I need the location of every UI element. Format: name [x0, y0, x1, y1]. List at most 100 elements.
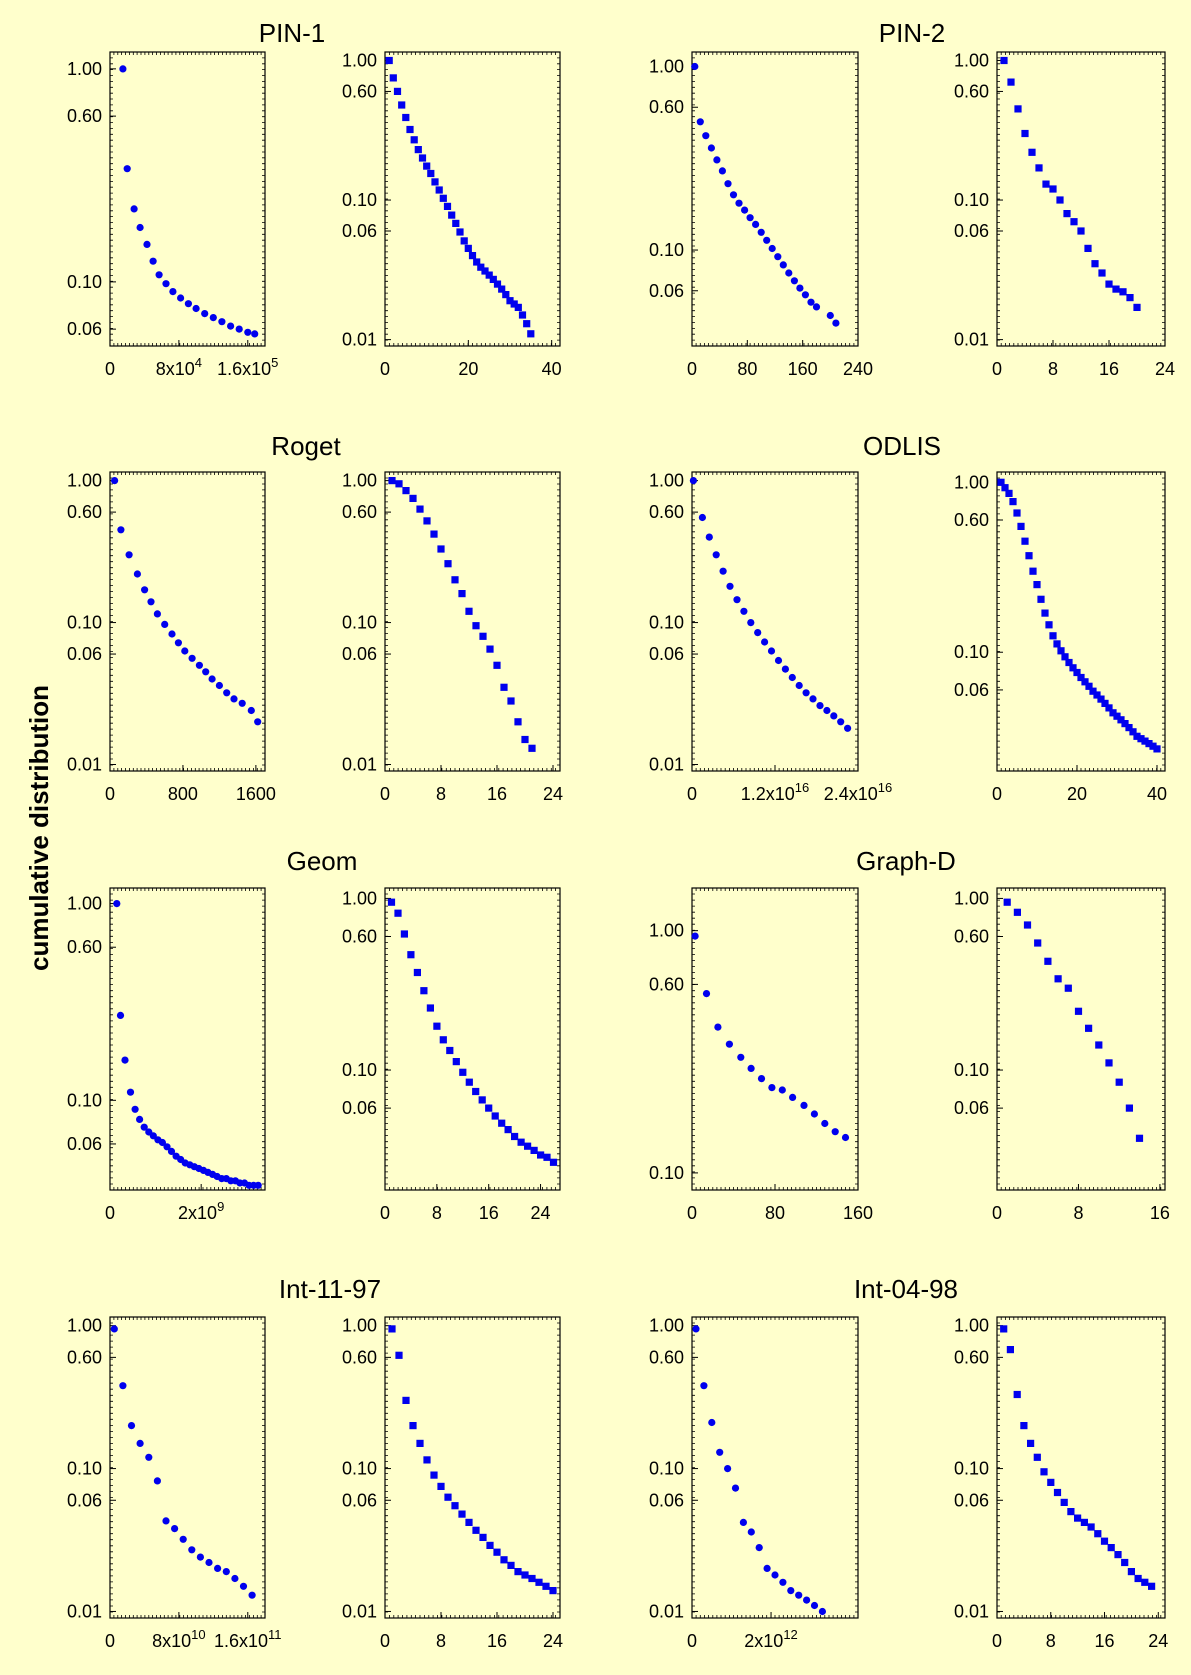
data-point	[747, 1528, 755, 1536]
data-point	[779, 261, 787, 269]
data-point	[726, 582, 734, 590]
data-point	[1045, 621, 1053, 629]
data-point	[222, 1568, 230, 1576]
data-point	[1141, 1578, 1149, 1586]
data-point	[1013, 1390, 1021, 1399]
x-tick-label: 16	[479, 1203, 499, 1223]
x-tick-label: 16	[487, 1631, 507, 1651]
data-point	[1105, 1059, 1113, 1067]
y-tick-label: 0.60	[342, 926, 377, 946]
data-point	[818, 1607, 827, 1616]
y-tick-label: 1.00	[67, 59, 102, 79]
x-tick-label: 16	[1099, 359, 1119, 379]
data-point	[465, 1518, 473, 1526]
x-tick-label: 16	[1095, 1631, 1115, 1651]
data-point	[795, 1591, 803, 1599]
y-tick-label: 0.06	[649, 281, 684, 301]
data-point	[119, 1382, 127, 1390]
x-tick-label: 16	[1150, 1203, 1170, 1223]
x-tick-label-base: 0	[380, 359, 390, 379]
data-point	[802, 689, 810, 697]
y-tick-label: 0.10	[954, 1459, 989, 1479]
data-point	[254, 718, 262, 726]
data-point	[761, 638, 769, 646]
data-point	[423, 517, 431, 525]
data-point	[787, 1587, 795, 1595]
data-point	[1073, 668, 1081, 677]
data-point	[1053, 1488, 1062, 1497]
data-point	[1137, 735, 1145, 743]
data-point	[1125, 1104, 1133, 1112]
data-point	[718, 167, 727, 175]
y-tick-label: 0.60	[649, 974, 684, 994]
y-tick-label: 0.06	[954, 221, 989, 241]
x-tick-label-base: 0	[687, 1203, 697, 1223]
data-point	[465, 607, 473, 615]
data-point	[393, 87, 402, 95]
data-point	[423, 1456, 431, 1464]
data-point	[1006, 1346, 1014, 1354]
x-tick-label: 160	[788, 359, 818, 379]
x-tick-label-exponent: 4	[195, 355, 202, 370]
data-point	[1094, 1530, 1102, 1538]
data-point	[1134, 1574, 1142, 1583]
data-point	[768, 1084, 776, 1092]
data-point	[1021, 129, 1029, 138]
data-point	[201, 310, 209, 318]
data-point	[456, 228, 464, 236]
data-point	[1085, 1024, 1093, 1032]
x-tick-label-base: 160	[788, 359, 818, 379]
data-series	[1003, 898, 1144, 1142]
data-point	[1070, 218, 1078, 226]
data-point	[747, 619, 755, 627]
data-point	[423, 162, 431, 170]
data-point	[174, 639, 182, 647]
data-point	[514, 1568, 522, 1576]
x-tick-label-base: 24	[1155, 359, 1175, 379]
x-tick-label-base: 0	[380, 1631, 390, 1651]
data-point	[757, 228, 765, 236]
y-tick-label: 1.00	[67, 471, 102, 491]
data-point	[485, 1104, 493, 1112]
data-point	[1112, 285, 1120, 293]
data-point	[163, 1143, 171, 1151]
y-tick-label: 0.60	[67, 937, 102, 957]
minor-tick-path	[996, 887, 1166, 1191]
y-tick-label: 0.01	[649, 755, 684, 775]
data-point	[1119, 288, 1127, 296]
data-point	[1041, 609, 1049, 617]
y-tick-label: 0.06	[342, 221, 377, 241]
data-point	[506, 297, 514, 305]
data-point	[549, 1587, 557, 1595]
data-point	[479, 632, 487, 640]
data-series	[1000, 56, 1141, 311]
y-tick-label: 0.10	[67, 1459, 102, 1479]
data-point	[757, 1075, 766, 1083]
x-tick-label: 1.2x1016	[741, 780, 810, 804]
y-tick-label: 0.10	[67, 1090, 102, 1110]
data-point	[1069, 664, 1077, 672]
data-point	[113, 900, 121, 908]
y-tick-label: 0.60	[67, 106, 102, 126]
data-point	[1105, 704, 1113, 712]
data-point	[810, 1110, 819, 1118]
data-point	[430, 530, 438, 538]
data-point	[712, 551, 720, 559]
data-point	[502, 291, 510, 299]
x-tick-label-base: 2x10	[178, 1203, 217, 1223]
y-tick-label: 1.00	[649, 57, 684, 77]
data-point	[486, 1541, 494, 1549]
x-tick-label-base: 0	[687, 359, 697, 379]
y-tick-label: 1.00	[649, 471, 684, 491]
minor-tick-path	[384, 887, 561, 1191]
data-point	[1007, 78, 1015, 86]
data-point	[395, 1351, 403, 1359]
y-tick-label: 1.00	[342, 471, 377, 491]
data-point	[514, 718, 522, 726]
x-tick-label-base: 240	[843, 359, 873, 379]
figure-ylabel: cumulative distribution	[24, 685, 54, 971]
data-point	[443, 202, 452, 210]
data-point	[167, 1147, 176, 1155]
data-point	[464, 244, 472, 252]
